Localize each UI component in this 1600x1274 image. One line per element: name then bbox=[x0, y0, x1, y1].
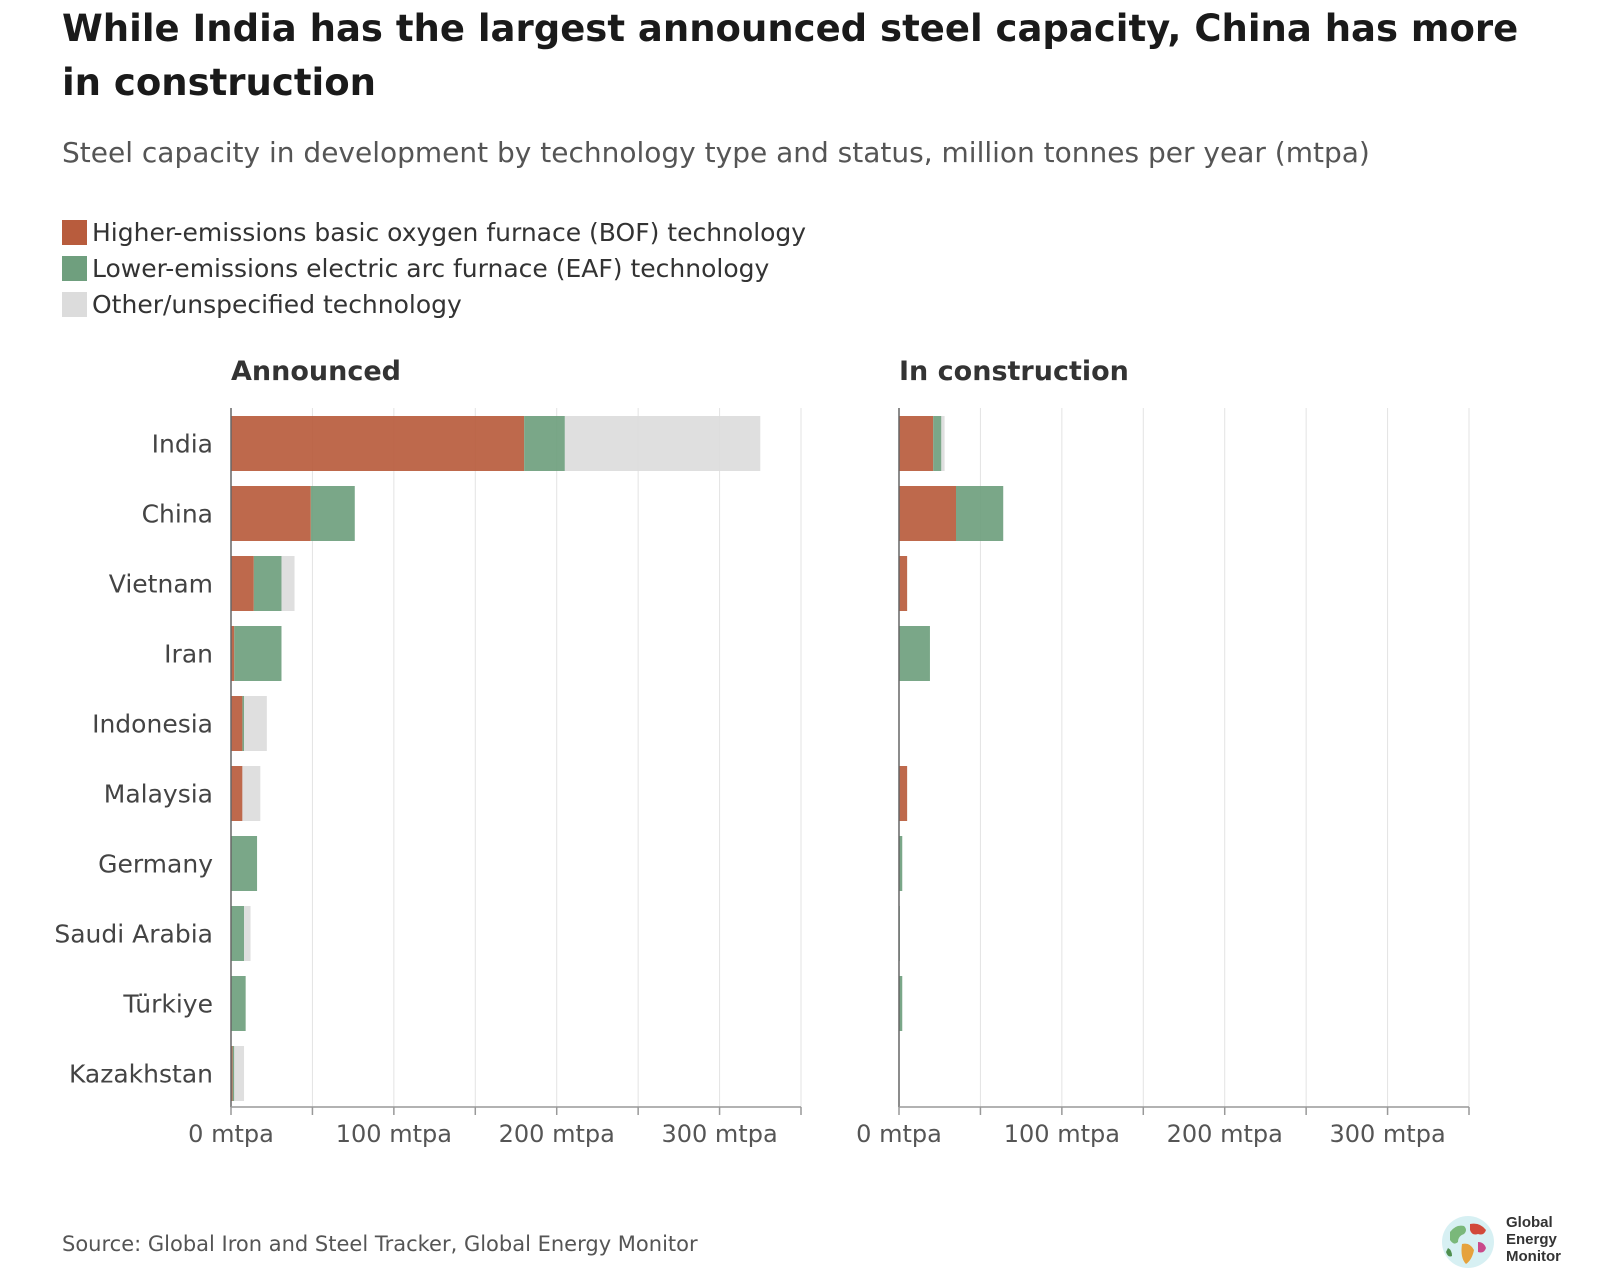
category-label: Vietnam bbox=[109, 570, 213, 599]
in-construction-tick-label: 100 mtpa bbox=[1004, 1120, 1120, 1148]
announced-bar-china-bof bbox=[231, 486, 311, 541]
chart-title: While India has the largest announced st… bbox=[62, 7, 1519, 104]
in-construction-bar-malaysia-bof bbox=[899, 766, 908, 821]
category-label: Saudi Arabia bbox=[54, 920, 213, 949]
announced-bar-india-other bbox=[564, 416, 761, 471]
in-construction-bar-china-bof bbox=[899, 486, 956, 541]
chart-subtitle: Steel capacity in development by technol… bbox=[62, 136, 1370, 169]
in-construction-panel-title: In construction bbox=[899, 356, 1129, 387]
in-construction-bar-vietnam-bof bbox=[899, 556, 908, 611]
source-note: Source: Global Iron and Steel Tracker, G… bbox=[62, 1232, 698, 1256]
legend-label-other: Other/unspecified technology bbox=[92, 289, 462, 319]
logo-text: Global Energy Monitor bbox=[1506, 1214, 1561, 1265]
legend-swatch-bof bbox=[62, 219, 87, 245]
announced-bar-india-bof bbox=[231, 416, 525, 471]
announced-tick-label: 0 mtpa bbox=[188, 1120, 274, 1148]
in-construction-bar-iran-eaf bbox=[899, 626, 930, 681]
category-label: Germany bbox=[98, 850, 213, 879]
announced-bar-germany-eaf bbox=[231, 836, 258, 891]
category-label: Iran bbox=[164, 640, 213, 669]
in-construction-tick-label: 0 mtpa bbox=[856, 1120, 942, 1148]
in-construction-tick-label: 300 mtpa bbox=[1329, 1120, 1445, 1148]
legend: Higher-emissions basic oxygen furnace (B… bbox=[62, 214, 806, 322]
announced-bar-saudi-arabia-eaf bbox=[231, 906, 245, 961]
logo-text-line1: Global bbox=[1506, 1214, 1553, 1231]
legend-label-eaf: Lower-emissions electric arc furnace (EA… bbox=[92, 253, 770, 283]
category-label: China bbox=[142, 500, 213, 529]
announced-bar-saudi-arabia-other bbox=[244, 906, 251, 961]
announced-bar-indonesia-bof bbox=[231, 696, 243, 751]
announced-bar-vietnam-eaf bbox=[253, 556, 282, 611]
announced-tick-label: 100 mtpa bbox=[336, 1120, 452, 1148]
logo-text-line2: Energy bbox=[1506, 1231, 1557, 1248]
category-label: India bbox=[152, 430, 213, 459]
announced-bar-kazakhstan-other bbox=[234, 1046, 245, 1101]
announced-panel-title: Announced bbox=[231, 356, 401, 387]
announced-bar-t-rkiye-eaf bbox=[231, 976, 246, 1031]
in-construction-bar-india-eaf bbox=[933, 416, 942, 471]
in-construction-bar-t-rkiye-eaf bbox=[899, 976, 903, 1031]
in-construction-bar-india-other bbox=[941, 416, 945, 471]
category-label: Türkiye bbox=[122, 990, 213, 1019]
legend-item-eaf: Lower-emissions electric arc furnace (EA… bbox=[62, 250, 806, 286]
announced-bar-vietnam-bof bbox=[231, 556, 254, 611]
announced-bar-vietnam-other bbox=[281, 556, 295, 611]
announced-bar-china-eaf bbox=[310, 486, 355, 541]
announced-bar-malaysia-other bbox=[242, 766, 261, 821]
legend-item-bof: Higher-emissions basic oxygen furnace (B… bbox=[62, 214, 806, 250]
announced-bar-iran-eaf bbox=[234, 626, 282, 681]
announced-tick-label: 300 mtpa bbox=[661, 1120, 777, 1148]
announced-bar-malaysia-bof bbox=[231, 766, 243, 821]
announced-bar-india-eaf bbox=[524, 416, 565, 471]
legend-swatch-other bbox=[62, 291, 87, 317]
announced-bar-indonesia-eaf bbox=[242, 696, 245, 751]
announced-tick-label: 200 mtpa bbox=[499, 1120, 615, 1148]
category-label: Malaysia bbox=[104, 780, 213, 809]
in-construction-tick-label: 200 mtpa bbox=[1167, 1120, 1283, 1148]
category-label: Kazakhstan bbox=[69, 1060, 213, 1089]
announced-bar-iran-bof bbox=[231, 626, 235, 681]
category-label: Indonesia bbox=[92, 710, 213, 739]
announced-bar-kazakhstan-bof bbox=[231, 1046, 233, 1101]
legend-item-other: Other/unspecified technology bbox=[62, 286, 806, 322]
global-energy-monitor-logo: Global Energy Monitor bbox=[1440, 1214, 1580, 1270]
logo-text-line3: Monitor bbox=[1506, 1248, 1561, 1265]
announced-bar-kazakhstan-eaf bbox=[232, 1046, 235, 1101]
in-construction-bar-germany-eaf bbox=[899, 836, 903, 891]
announced-bar-indonesia-other bbox=[244, 696, 267, 751]
in-construction-bar-china-eaf bbox=[956, 486, 1004, 541]
legend-label-bof: Higher-emissions basic oxygen furnace (B… bbox=[92, 217, 807, 247]
globe-icon bbox=[1442, 1216, 1494, 1268]
legend-swatch-eaf bbox=[62, 255, 87, 281]
in-construction-bar-india-bof bbox=[899, 416, 934, 471]
